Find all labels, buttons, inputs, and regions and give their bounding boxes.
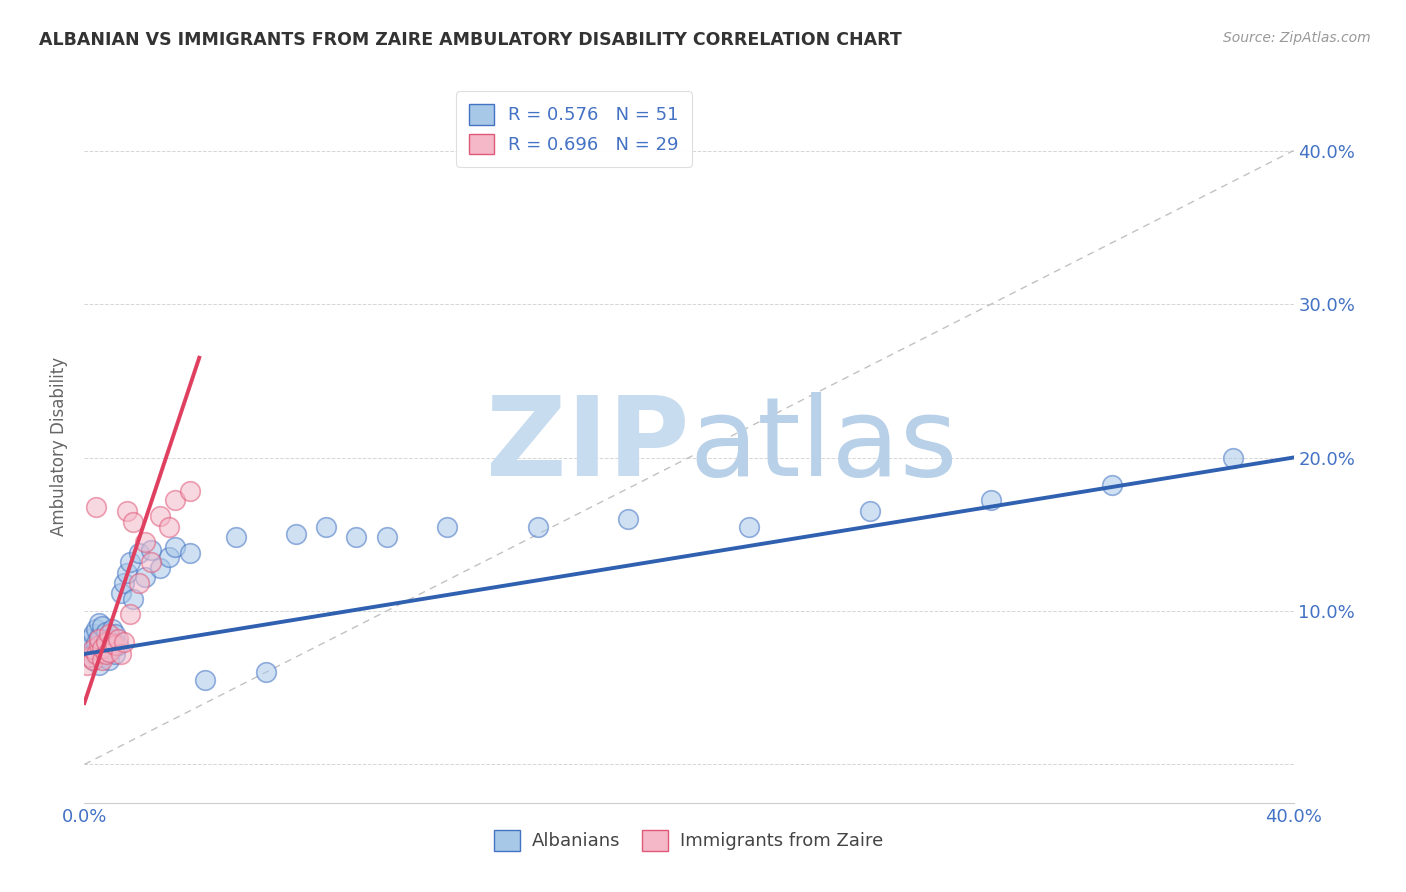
Point bbox=[104, 647, 127, 661]
Point bbox=[121, 591, 143, 606]
Point bbox=[149, 561, 172, 575]
Point bbox=[134, 570, 156, 584]
Point bbox=[91, 640, 114, 655]
Point bbox=[97, 653, 120, 667]
Point bbox=[82, 653, 104, 667]
Point bbox=[128, 546, 150, 560]
Point bbox=[149, 508, 172, 523]
Point bbox=[165, 540, 187, 554]
Point bbox=[86, 636, 108, 650]
Point bbox=[82, 653, 104, 667]
Point bbox=[76, 657, 98, 672]
Point bbox=[121, 515, 143, 529]
Point bbox=[100, 623, 122, 637]
Point bbox=[112, 576, 135, 591]
Point bbox=[346, 530, 368, 544]
Point bbox=[89, 657, 111, 672]
Point bbox=[225, 530, 247, 544]
Point bbox=[179, 546, 201, 560]
Point bbox=[1101, 478, 1123, 492]
Point bbox=[94, 634, 117, 648]
Point bbox=[86, 647, 108, 661]
Point bbox=[76, 642, 98, 657]
Point bbox=[97, 645, 120, 659]
Point bbox=[79, 632, 101, 646]
Point bbox=[194, 673, 217, 687]
Point bbox=[112, 634, 135, 648]
Point bbox=[128, 576, 150, 591]
Point bbox=[89, 632, 111, 646]
Point bbox=[110, 585, 132, 599]
Point bbox=[86, 623, 108, 637]
Point bbox=[89, 630, 111, 644]
Point bbox=[165, 493, 187, 508]
Point bbox=[100, 636, 122, 650]
Point bbox=[107, 632, 129, 646]
Point bbox=[157, 519, 180, 533]
Point bbox=[82, 642, 104, 657]
Text: ZIP: ZIP bbox=[485, 392, 689, 500]
Point bbox=[82, 627, 104, 641]
Point bbox=[118, 555, 141, 569]
Point bbox=[94, 625, 117, 640]
Point bbox=[315, 519, 337, 533]
Point bbox=[617, 512, 640, 526]
Point bbox=[97, 632, 120, 646]
Point bbox=[82, 647, 104, 661]
Text: atlas: atlas bbox=[689, 392, 957, 500]
Point bbox=[94, 645, 117, 659]
Point bbox=[254, 665, 277, 680]
Legend: Albanians, Immigrants from Zaire: Albanians, Immigrants from Zaire bbox=[486, 822, 891, 858]
Point bbox=[91, 619, 114, 633]
Point bbox=[139, 542, 162, 557]
Point bbox=[157, 550, 180, 565]
Point bbox=[980, 493, 1002, 508]
Text: ALBANIAN VS IMMIGRANTS FROM ZAIRE AMBULATORY DISABILITY CORRELATION CHART: ALBANIAN VS IMMIGRANTS FROM ZAIRE AMBULA… bbox=[39, 31, 903, 49]
Point bbox=[91, 653, 114, 667]
Point bbox=[527, 519, 550, 533]
Point bbox=[139, 555, 162, 569]
Point bbox=[89, 638, 111, 652]
Point bbox=[859, 504, 882, 518]
Point bbox=[738, 519, 761, 533]
Point bbox=[115, 566, 138, 580]
Point bbox=[1222, 450, 1244, 465]
Point bbox=[436, 519, 458, 533]
Point bbox=[79, 638, 101, 652]
Point bbox=[134, 535, 156, 549]
Y-axis label: Ambulatory Disability: Ambulatory Disability bbox=[51, 357, 69, 535]
Text: Source: ZipAtlas.com: Source: ZipAtlas.com bbox=[1223, 31, 1371, 45]
Point bbox=[79, 650, 101, 665]
Point bbox=[285, 527, 308, 541]
Point bbox=[86, 500, 108, 514]
Point bbox=[104, 638, 127, 652]
Point bbox=[375, 530, 398, 544]
Point bbox=[110, 647, 132, 661]
Point bbox=[89, 616, 111, 631]
Point bbox=[94, 634, 117, 648]
Point bbox=[107, 638, 129, 652]
Point bbox=[179, 484, 201, 499]
Point bbox=[104, 627, 127, 641]
Point bbox=[97, 627, 120, 641]
Point bbox=[100, 642, 122, 657]
Point bbox=[91, 650, 114, 665]
Point bbox=[115, 504, 138, 518]
Point bbox=[118, 607, 141, 621]
Point bbox=[91, 640, 114, 655]
Point bbox=[94, 647, 117, 661]
